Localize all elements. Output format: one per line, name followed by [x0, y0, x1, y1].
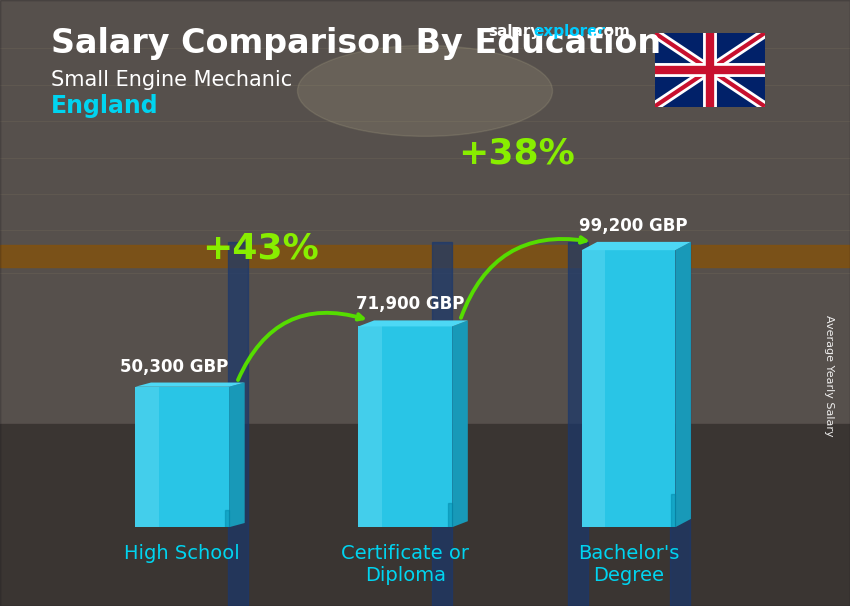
Bar: [0, 245, 850, 267]
Text: salary: salary: [489, 24, 541, 39]
Polygon shape: [675, 242, 691, 527]
Ellipse shape: [298, 45, 552, 136]
Text: 99,200 GBP: 99,200 GBP: [580, 217, 688, 235]
Bar: [670, 242, 690, 606]
Polygon shape: [135, 382, 245, 387]
Polygon shape: [448, 503, 452, 527]
Polygon shape: [224, 510, 229, 527]
Polygon shape: [671, 494, 675, 527]
Polygon shape: [359, 321, 468, 327]
Text: Average Yearly Salary: Average Yearly Salary: [824, 315, 834, 436]
Text: England: England: [51, 94, 159, 118]
Polygon shape: [452, 321, 468, 527]
FancyBboxPatch shape: [359, 327, 452, 527]
Text: +43%: +43%: [202, 232, 319, 266]
Text: +38%: +38%: [458, 136, 575, 170]
Text: Small Engine Mechanic: Small Engine Mechanic: [51, 70, 292, 90]
Bar: [0, 0, 850, 424]
Text: 71,900 GBP: 71,900 GBP: [356, 296, 465, 313]
Bar: [568, 242, 588, 606]
Text: 50,300 GBP: 50,300 GBP: [120, 358, 228, 376]
FancyBboxPatch shape: [581, 250, 675, 527]
Polygon shape: [229, 382, 245, 527]
Bar: [581, 250, 605, 527]
FancyBboxPatch shape: [135, 387, 229, 527]
Bar: [359, 327, 382, 527]
Text: .com: .com: [589, 24, 630, 39]
Bar: [135, 387, 159, 527]
Polygon shape: [581, 242, 691, 250]
Bar: [0, 424, 850, 606]
Text: explorer: explorer: [533, 24, 605, 39]
Bar: [432, 242, 452, 606]
Text: Salary Comparison By Education: Salary Comparison By Education: [51, 27, 661, 60]
Bar: [228, 242, 248, 606]
